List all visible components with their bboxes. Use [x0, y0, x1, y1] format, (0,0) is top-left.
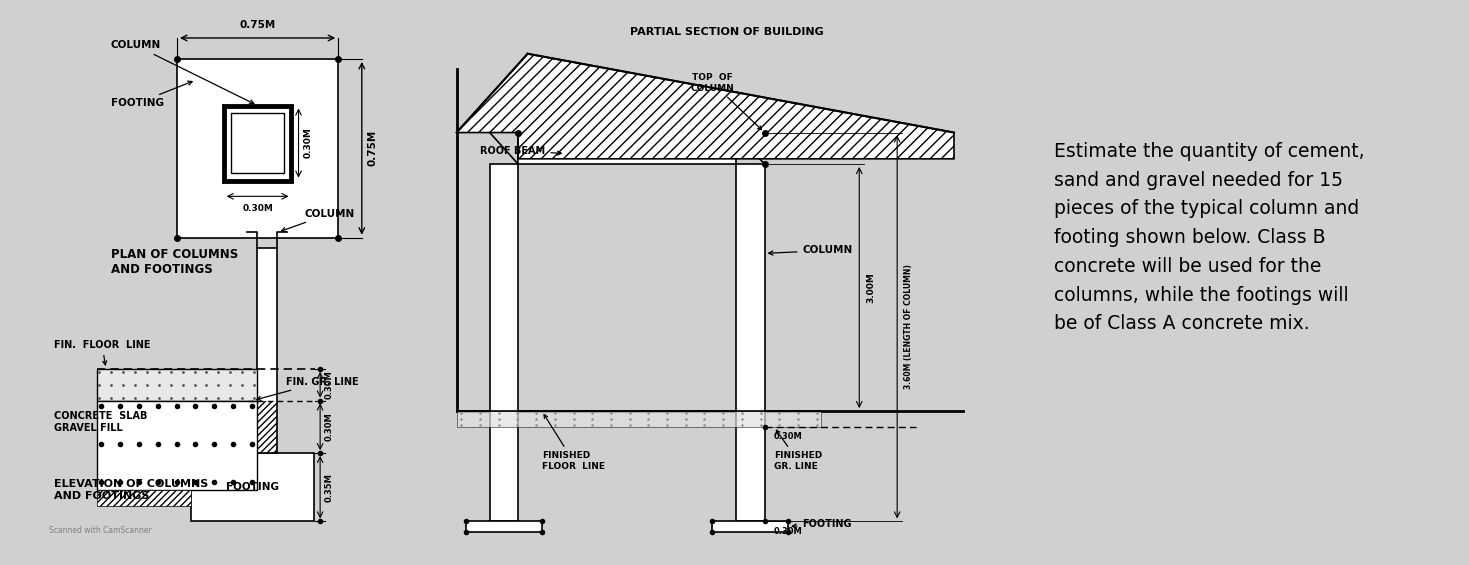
- Text: 0.30M: 0.30M: [303, 128, 313, 159]
- Text: COLUMN: COLUMN: [110, 41, 254, 104]
- Text: FOOTING: FOOTING: [792, 519, 852, 529]
- Text: COLUMN: COLUMN: [768, 245, 852, 255]
- Text: 0.30M: 0.30M: [242, 204, 273, 213]
- Bar: [489, 164, 519, 521]
- Text: 0.75M: 0.75M: [367, 130, 378, 167]
- Bar: [257, 248, 278, 453]
- Bar: [223, 106, 291, 181]
- Text: 3.00M: 3.00M: [867, 272, 876, 303]
- Text: ROOF BEAM: ROOF BEAM: [480, 146, 561, 155]
- Text: Scanned with CamScanner: Scanned with CamScanner: [48, 525, 151, 534]
- Text: FIN. GR. LINE: FIN. GR. LINE: [257, 377, 358, 400]
- Bar: [97, 369, 257, 401]
- Text: FINISHED
GR. LINE: FINISHED GR. LINE: [774, 430, 823, 471]
- Text: FOOTING: FOOTING: [226, 483, 279, 492]
- Bar: [519, 133, 736, 164]
- Text: 0.30M: 0.30M: [774, 527, 802, 536]
- Text: Estimate the quantity of cement,
sand and gravel needed for 15
pieces of the typ: Estimate the quantity of cement, sand an…: [1055, 142, 1365, 333]
- Text: FIN.  FLOOR  LINE: FIN. FLOOR LINE: [54, 340, 150, 365]
- Text: 0.75M: 0.75M: [239, 20, 276, 30]
- Polygon shape: [97, 490, 191, 506]
- Text: PARTIAL SECTION OF BUILDING: PARTIAL SECTION OF BUILDING: [630, 28, 824, 37]
- Text: 3.60M (LENGTH OF COLUMN): 3.60M (LENGTH OF COLUMN): [905, 264, 914, 389]
- Text: TOP  OF
COLUMN: TOP OF COLUMN: [690, 73, 761, 129]
- Text: 0.30M: 0.30M: [325, 412, 333, 441]
- Text: 0.30M: 0.30M: [774, 432, 802, 441]
- Text: COLUMN: COLUMN: [282, 208, 355, 232]
- Text: FOOTING: FOOTING: [110, 81, 192, 108]
- Bar: [712, 521, 789, 532]
- Text: CONCRETE  SLAB
GRAVEL FILL: CONCRETE SLAB GRAVEL FILL: [54, 411, 147, 433]
- Bar: [466, 521, 542, 532]
- Bar: [457, 411, 821, 427]
- Bar: [231, 114, 285, 173]
- Bar: [257, 401, 278, 453]
- Text: FINISHED
FLOOR  LINE: FINISHED FLOOR LINE: [542, 415, 605, 471]
- Bar: [178, 59, 338, 238]
- Bar: [97, 401, 257, 490]
- Polygon shape: [457, 54, 953, 159]
- Text: ELEVATION OF COLUMNS
AND FOOTINGS: ELEVATION OF COLUMNS AND FOOTINGS: [54, 479, 209, 501]
- Bar: [191, 453, 314, 521]
- Text: 0.35M: 0.35M: [325, 473, 333, 502]
- Text: PLAN OF COLUMNS
AND FOOTINGS: PLAN OF COLUMNS AND FOOTINGS: [110, 248, 238, 276]
- Text: 0.30M: 0.30M: [325, 371, 333, 399]
- Bar: [736, 164, 764, 521]
